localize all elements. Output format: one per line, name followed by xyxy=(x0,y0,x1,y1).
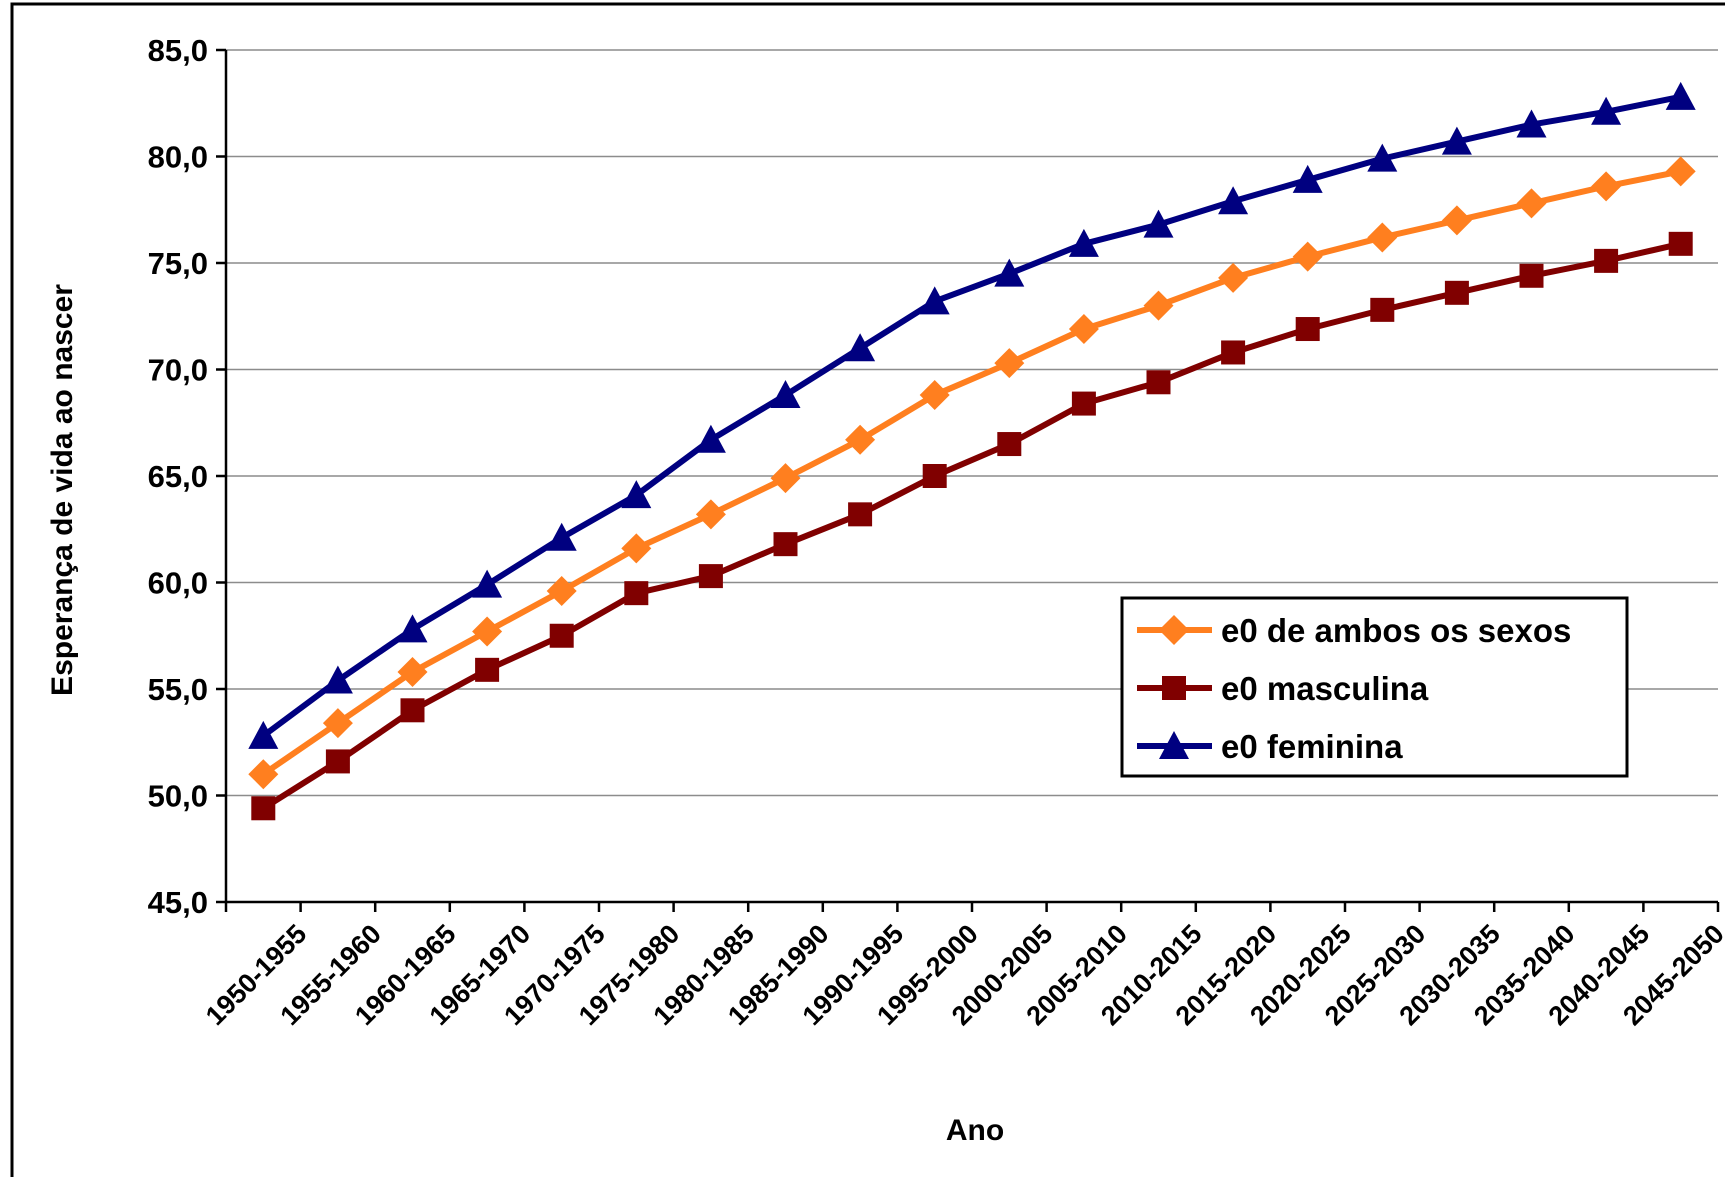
legend-marker-female xyxy=(1159,731,1189,759)
data-point-male xyxy=(1444,280,1469,305)
y-tick-labels: 45,0 50,0 55,0 60,0 65,0 70,0 75,0 80,0 85,0 xyxy=(148,33,208,920)
data-point-both xyxy=(845,424,876,455)
data-point-female xyxy=(472,569,503,598)
data-point-female xyxy=(1591,96,1622,125)
data-point-male xyxy=(997,432,1022,457)
y-tick-label: 50,0 xyxy=(148,779,208,814)
y-tick-label: 70,0 xyxy=(148,353,208,388)
data-point-both xyxy=(1068,314,1099,345)
data-point-both xyxy=(248,759,279,790)
data-point-both xyxy=(770,463,801,494)
data-point-male xyxy=(922,464,947,488)
data-point-female xyxy=(1516,109,1547,138)
y-tick-label: 55,0 xyxy=(148,672,208,707)
data-point-female xyxy=(1665,81,1696,110)
data-point-male xyxy=(251,796,276,821)
data-point-male xyxy=(624,581,649,606)
data-point-both xyxy=(621,533,652,564)
data-point-both xyxy=(695,499,726,530)
data-point-female xyxy=(546,522,577,551)
data-point-both xyxy=(1665,156,1696,187)
data-point-both xyxy=(322,708,353,739)
data-point-male xyxy=(1370,297,1395,322)
data-point-both xyxy=(397,656,428,687)
data-point-male xyxy=(848,502,873,527)
series-both xyxy=(248,156,1696,790)
data-point-male xyxy=(773,532,798,557)
series-male xyxy=(251,231,1693,821)
data-point-male xyxy=(1071,391,1096,416)
data-point-female xyxy=(770,380,801,409)
axes xyxy=(216,48,1720,912)
series-female xyxy=(248,81,1696,749)
y-tick-label: 45,0 xyxy=(148,885,208,920)
y-tick-label: 85,0 xyxy=(148,33,208,68)
data-point-male xyxy=(1594,248,1619,273)
data-point-both xyxy=(1292,241,1323,272)
legend-marker-male xyxy=(1162,676,1186,700)
data-point-both xyxy=(1441,205,1472,236)
chart-frame xyxy=(10,2,1725,1177)
data-point-both xyxy=(1591,171,1622,202)
data-point-male xyxy=(698,564,723,589)
data-point-female xyxy=(1367,143,1398,172)
legend-label-male: e0 masculina xyxy=(1221,670,1429,707)
data-point-female xyxy=(695,424,726,453)
y-tick-label: 60,0 xyxy=(148,566,208,601)
data-point-female xyxy=(248,720,279,749)
data-point-female xyxy=(322,665,353,694)
data-point-both xyxy=(994,348,1025,379)
x-axis-title: Ano xyxy=(946,1114,1004,1147)
legend-label-female: e0 feminina xyxy=(1221,728,1403,765)
data-point-male xyxy=(475,657,500,682)
data-point-both xyxy=(1143,290,1174,321)
data-point-male xyxy=(400,698,425,723)
series-line-female xyxy=(261,93,1682,739)
data-point-male xyxy=(549,623,574,648)
data-point-female xyxy=(994,258,1025,287)
data-point-female xyxy=(621,480,652,509)
series-layer xyxy=(248,81,1696,821)
data-point-male xyxy=(325,749,350,774)
data-point-female xyxy=(1218,186,1249,215)
data-point-both xyxy=(1516,188,1547,219)
y-tick-label: 75,0 xyxy=(148,246,208,281)
y-tick-label: 65,0 xyxy=(148,459,208,494)
legend-marker-both xyxy=(1159,615,1189,645)
gridlines xyxy=(226,49,1718,797)
data-point-both xyxy=(1367,222,1398,253)
data-point-male xyxy=(1221,340,1246,365)
data-point-male xyxy=(1519,263,1544,288)
y-tick-label: 80,0 xyxy=(148,140,208,175)
series-line-male xyxy=(261,240,1682,811)
data-point-both xyxy=(472,616,503,647)
data-point-female xyxy=(1441,126,1472,155)
data-point-female xyxy=(1292,164,1323,193)
data-point-female xyxy=(1143,209,1174,238)
series-line-both xyxy=(261,168,1682,777)
data-point-female xyxy=(397,614,428,643)
data-point-both xyxy=(1218,262,1249,293)
legend-label-both: e0 de ambos os sexos xyxy=(1221,612,1571,649)
data-point-both xyxy=(919,380,950,411)
data-point-male xyxy=(1295,317,1320,342)
data-point-both xyxy=(546,576,577,607)
data-point-female xyxy=(1068,228,1099,257)
legend: e0 de ambos os sexos e0 masculina e0 femin… xyxy=(1120,596,1629,778)
data-point-female xyxy=(919,286,950,315)
data-point-male xyxy=(1146,370,1171,395)
data-point-male xyxy=(1668,231,1693,256)
data-point-female xyxy=(845,333,876,362)
y-axis-title: Esperança de vida ao nascer xyxy=(46,284,79,696)
